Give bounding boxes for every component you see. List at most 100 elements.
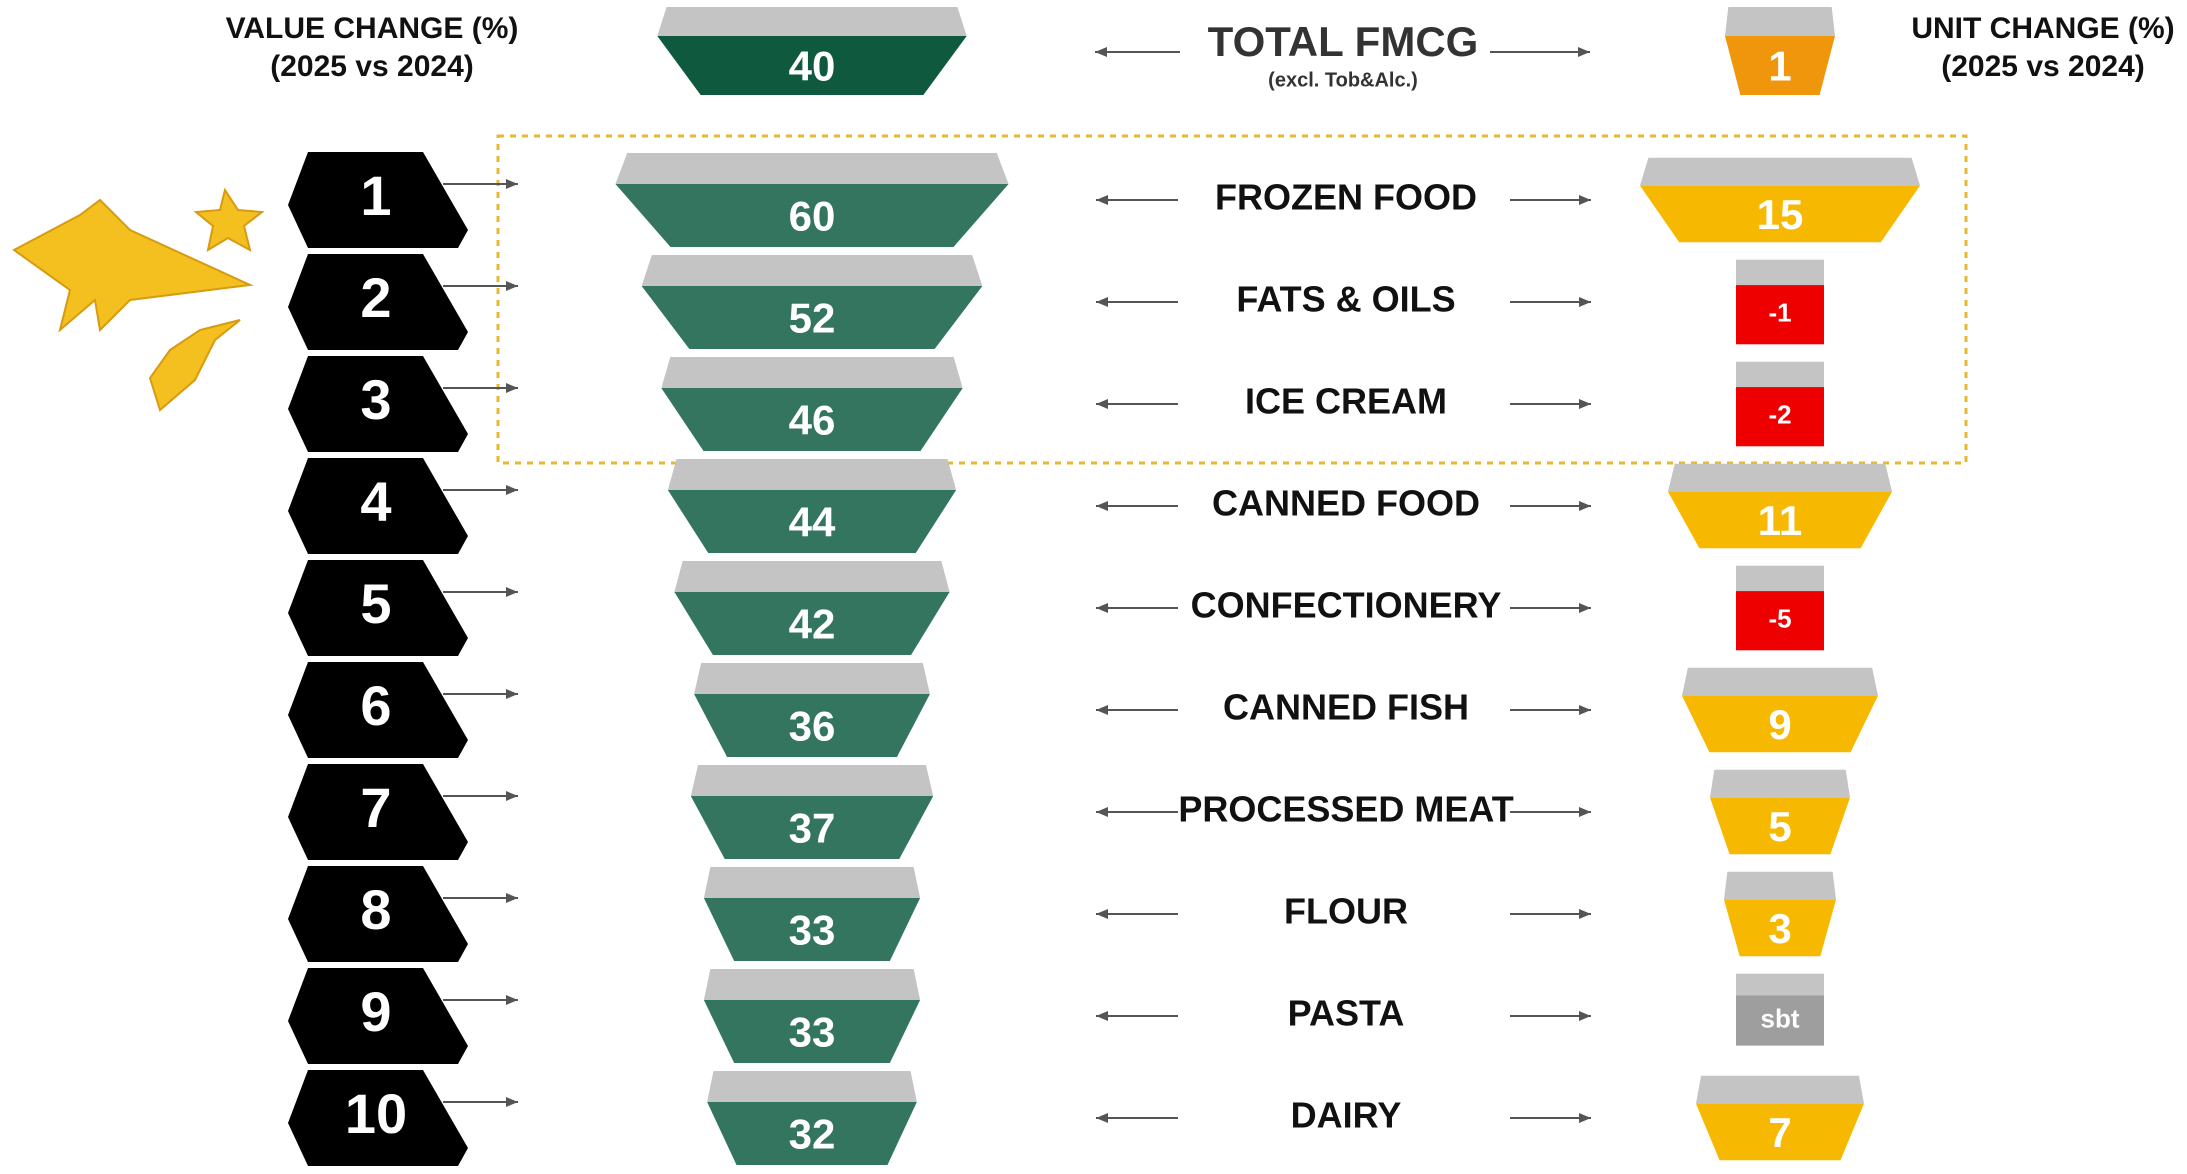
rank: 10: [345, 1082, 407, 1145]
funnel-top: [674, 561, 949, 592]
arrow-head: [1579, 297, 1591, 307]
arrow-head: [1578, 47, 1590, 57]
rank: 5: [360, 572, 391, 635]
unit-change: 3: [1768, 905, 1791, 952]
funnel-top: [668, 459, 956, 490]
rank: 3: [360, 368, 391, 431]
arrow-head: [1096, 501, 1108, 511]
arrow-head: [1096, 297, 1108, 307]
category: FATS & OILS: [1236, 279, 1455, 320]
arrow-head: [1096, 807, 1108, 817]
category: CONFECTIONERY: [1191, 585, 1502, 626]
funnel-top: [704, 867, 920, 898]
unit-top: [1736, 566, 1824, 591]
arrow-head: [1096, 909, 1108, 919]
value-change: 42: [789, 601, 836, 648]
value-change: 46: [789, 397, 836, 444]
unit-top: [1736, 362, 1824, 387]
infographic: VALUE CHANGE (%) (2025 vs 2024) UNIT CHA…: [0, 0, 2187, 1174]
arrow-head: [1096, 705, 1108, 715]
total-unit-change: 1: [1768, 43, 1791, 90]
funnel-top: [704, 969, 920, 1000]
rank: 2: [360, 266, 391, 329]
arrow-head: [1579, 1113, 1591, 1123]
value-change: 44: [789, 499, 836, 546]
category: FLOUR: [1284, 891, 1408, 932]
category: CANNED FISH: [1223, 687, 1469, 728]
value-change: 37: [789, 805, 836, 852]
arrow-head: [506, 281, 518, 291]
unit-top: [1736, 260, 1824, 285]
funnel-top: [1668, 464, 1892, 492]
arrow-head: [1095, 47, 1107, 57]
rank: 9: [360, 980, 391, 1043]
rank: 7: [360, 776, 391, 839]
funnel-top: [1682, 668, 1878, 696]
unit-period: (2025 vs 2024): [1941, 50, 2145, 83]
funnel-top: [707, 1071, 917, 1102]
category: FROZEN FOOD: [1215, 177, 1477, 218]
funnel-top: [661, 357, 962, 388]
arrow-head: [1579, 807, 1591, 817]
arrow-head: [1579, 399, 1591, 409]
unit-change: 7: [1768, 1109, 1791, 1156]
arrow-head: [506, 791, 518, 801]
funnel-top: [1696, 1076, 1864, 1104]
unit-change: 9: [1768, 701, 1791, 748]
unit-change: -1: [1768, 298, 1791, 328]
category: DAIRY: [1291, 1095, 1402, 1136]
total-value-change: 40: [789, 43, 836, 90]
funnel-top: [1710, 770, 1850, 798]
arrow-head: [1579, 195, 1591, 205]
value-change: 36: [789, 703, 836, 750]
arrow-head: [506, 995, 518, 1005]
arrow-head: [506, 179, 518, 189]
unit-change: 15: [1757, 191, 1804, 238]
funnel-top: [615, 153, 1008, 184]
rank: 4: [360, 470, 391, 533]
arrow-head: [506, 689, 518, 699]
funnel-top: [642, 255, 983, 286]
category: PROCESSED MEAT: [1178, 789, 1513, 830]
arrow-head: [506, 485, 518, 495]
total-label: TOTAL FMCG: [1208, 18, 1479, 65]
arrow-head: [1096, 399, 1108, 409]
unit-header: UNIT CHANGE (%): [1911, 12, 2174, 45]
arrow-head: [1579, 909, 1591, 919]
total-note: (excl. Tob&Alc.): [1268, 69, 1418, 91]
arrow-head: [1096, 195, 1108, 205]
arrow-head: [506, 893, 518, 903]
rank: 1: [360, 164, 391, 227]
stars: [14, 190, 262, 410]
funnel-top: [691, 765, 933, 796]
value-header: VALUE CHANGE (%): [226, 12, 519, 45]
arrow-head: [1096, 1113, 1108, 1123]
funnel-top: [1725, 7, 1835, 36]
arrow-head: [1579, 705, 1591, 715]
arrow-head: [506, 1097, 518, 1107]
arrow-head: [1579, 603, 1591, 613]
arrow-head: [506, 587, 518, 597]
category: CANNED FOOD: [1212, 483, 1480, 524]
rank: 8: [360, 878, 391, 941]
arrow-head: [506, 383, 518, 393]
value-change: 60: [789, 193, 836, 240]
unit-change: 11: [1758, 497, 1802, 544]
unit-change: -2: [1768, 400, 1791, 430]
arrow-head: [1579, 1011, 1591, 1021]
unit-change: 5: [1768, 803, 1791, 850]
funnel-top: [1724, 872, 1836, 900]
value-change: 52: [789, 295, 836, 342]
arrow-head: [1096, 603, 1108, 613]
unit-label: sbt: [1761, 1003, 1800, 1033]
rank: 6: [360, 674, 391, 737]
value-change: 33: [789, 1009, 836, 1056]
funnel-top: [657, 7, 966, 36]
funnel-top: [1640, 158, 1920, 186]
category: PASTA: [1288, 993, 1405, 1034]
value-period: (2025 vs 2024): [270, 50, 474, 83]
category: ICE CREAM: [1245, 381, 1447, 422]
value-change: 32: [789, 1111, 836, 1158]
arrow-head: [1096, 1011, 1108, 1021]
value-change: 33: [789, 907, 836, 954]
